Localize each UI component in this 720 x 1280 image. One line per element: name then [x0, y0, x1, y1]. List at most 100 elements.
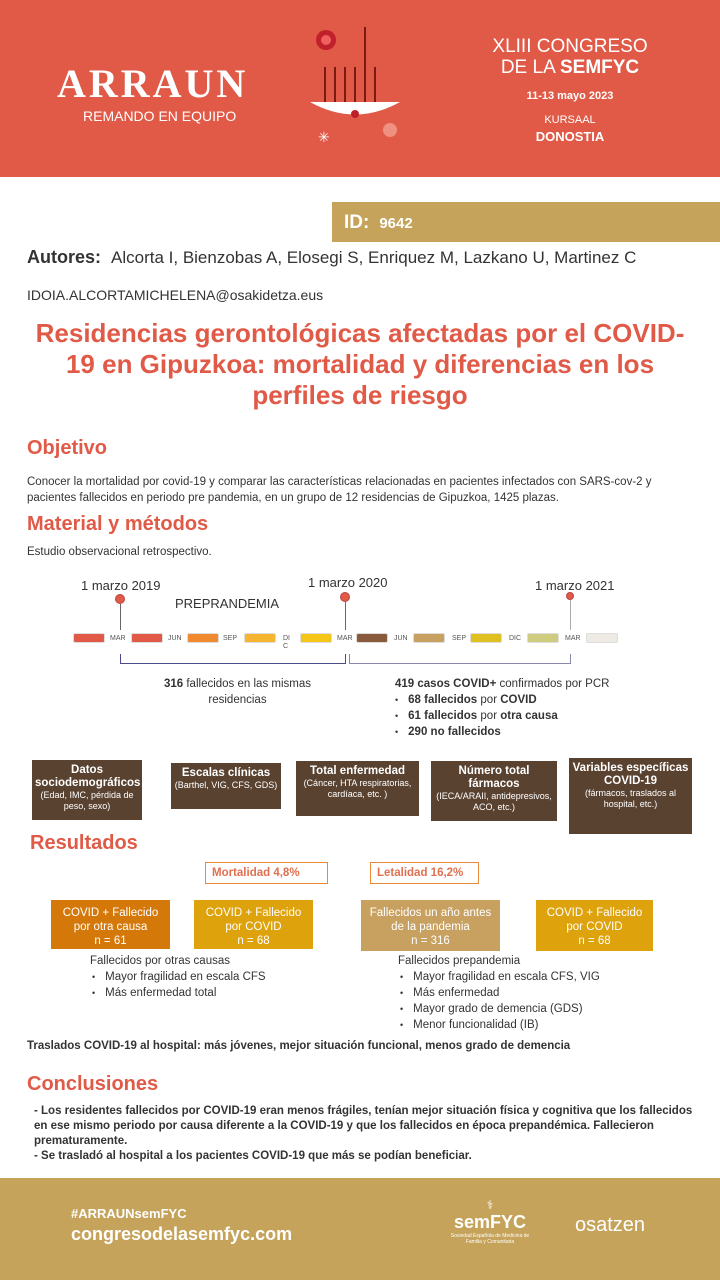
- covid-outcome-item: 290 no fallecidos: [395, 724, 610, 740]
- variable-title: Total enfermedad: [310, 765, 405, 777]
- left-findings-list: Mayor fragilidad en escala CFSMás enferm…: [90, 969, 265, 1001]
- timeline-segment: [244, 633, 276, 643]
- congress-dates: 11-13 mayo 2023: [526, 90, 614, 102]
- outcome-cause: otra causa: [500, 710, 558, 722]
- mortalidad-box: Mortalidad 4,8%: [205, 862, 328, 884]
- timeline-segment: [131, 633, 163, 643]
- covid-outcomes-list: 68 fallecidos por COVID61 fallecidos por…: [395, 692, 610, 740]
- covid-outcome-item: 68 fallecidos por COVID: [395, 692, 610, 708]
- timeline-marker: [566, 592, 574, 600]
- osatzen-logo: osatzen: [575, 1214, 646, 1236]
- timeline-month: MAR: [337, 635, 353, 642]
- result-box-line: COVID + Fallecido: [205, 907, 302, 919]
- right-findings-list: Mayor fragilidad en escala CFS, VIGMás e…: [398, 969, 600, 1033]
- letalidad-box: Letalidad 16,2%: [370, 862, 479, 884]
- result-box-n: n = 68: [578, 935, 611, 947]
- timeline-month: JUN: [168, 635, 182, 642]
- covid-outcome-item: 61 fallecidos por otra causa: [395, 708, 610, 724]
- logo-title: ARRAUN: [57, 61, 249, 106]
- result-box-line: por COVID: [225, 921, 282, 933]
- timeline-segment: [470, 633, 502, 643]
- variable-title: Escalas clínicas: [181, 767, 271, 779]
- covid-cases: 419 casos COVID+ confirmados por PCR 68 …: [395, 676, 610, 740]
- result-box-n: n = 61: [94, 935, 127, 947]
- objetivo-text: Conocer la mortalidad por covid-19 y com…: [27, 476, 652, 504]
- finding-item: Menor funcionalidad (IB): [398, 1017, 600, 1033]
- variable-box: Variables específicas COVID-19 (fármacos,…: [569, 758, 692, 834]
- result-box-line: Fallecidos un año antes: [369, 907, 492, 919]
- outcome-cause: COVID: [500, 694, 537, 706]
- timeline-stem: [570, 600, 571, 630]
- timeline-segment: [527, 633, 559, 643]
- variable-box: Datos sociodemográficos (Edad, IMC, pérdi…: [32, 760, 142, 820]
- timeline-month: DI C: [283, 635, 290, 650]
- conclusiones-heading: Conclusiones: [27, 1073, 159, 1095]
- outcome-text: por: [477, 710, 501, 722]
- objetivo-heading: Objetivo: [27, 437, 108, 459]
- website-link[interactable]: congresodelasemfyc.com: [71, 1224, 293, 1244]
- timeline-month: SEP: [223, 635, 238, 642]
- pandemic-bracket: [349, 654, 571, 664]
- outcome-text: por: [477, 694, 501, 706]
- prepandemic-deaths: 316 fallecidos en las mismas residencias: [145, 676, 330, 708]
- timeline-marker: [340, 592, 350, 602]
- preprandemia-label: PREPRANDEMIA: [175, 596, 280, 611]
- hashtag: #ARRAUNsemFYC: [71, 1206, 187, 1221]
- left-findings: Fallecidos por otras causas Mayor fragili…: [90, 953, 266, 1001]
- result-box: COVID + Fallecido por COVID n = 68: [194, 900, 313, 949]
- timeline-segment: [413, 633, 445, 643]
- right-findings: Fallecidos prepandemia Mayor fragilidad e…: [398, 953, 600, 1033]
- covid-cases-text: confirmados por PCR: [496, 678, 610, 690]
- timeline-date-2020: 1 marzo 2020: [308, 575, 388, 590]
- congress-info: XLIII CONGRESO DE LA SEMFYC 11-13 mayo 2…: [470, 36, 670, 144]
- result-box-line: por COVID: [566, 921, 623, 933]
- timeline-marker: [115, 594, 125, 604]
- header-banner: ARRAUN REMANDO EN EQUIPO ✳ XLIII CONGRES…: [0, 0, 720, 177]
- right-findings-heading: Fallecidos prepandemia: [398, 955, 521, 967]
- timeline-date-2021: 1 marzo 2021: [535, 578, 615, 593]
- resultados-heading: Resultados: [30, 832, 138, 854]
- variable-title: Variables específicas COVID-19: [572, 762, 689, 787]
- authors-label: Autores:: [27, 247, 102, 267]
- outcome-count: 290 no fallecidos: [408, 726, 501, 738]
- timeline-month: SEP: [452, 635, 467, 642]
- covid-cases-count: 419 casos COVID+: [395, 678, 497, 690]
- timeline-segment: [586, 633, 618, 643]
- finding-item: Más enfermedad: [398, 985, 600, 1001]
- conclusion-item: - Se trasladó al hospital a los paciente…: [34, 1150, 472, 1162]
- semfyc-emblem-icon: ⚕: [486, 1198, 494, 1212]
- metodos-heading: Material y métodos: [27, 513, 209, 535]
- authors: Autores: Alcorta I, Bienzobas A, Elosegi …: [27, 247, 636, 268]
- result-box: COVID + Fallecido por otra causa n = 61: [51, 900, 170, 949]
- variable-title: Número total fármacos: [458, 765, 530, 790]
- timeline-month: MAR: [565, 635, 581, 642]
- outcome-count: 61 fallecidos: [408, 710, 478, 722]
- variable-box: Total enfermedad (Cáncer, HTA respiratori…: [296, 761, 419, 816]
- prepandemic-bracket: [120, 654, 346, 664]
- left-findings-heading: Fallecidos por otras causas: [90, 955, 230, 967]
- variable-detail: (Cáncer, HTA respiratorias, cardíaca, et…: [303, 778, 412, 799]
- variable-detail: (IECA/ARAII, antidepresivos, ACO, etc.): [436, 791, 552, 812]
- result-box-line: de la pandemia: [391, 921, 470, 933]
- footer: #ARRAUNsemFYC congresodelasemfyc.com ⚕ s…: [0, 1178, 720, 1280]
- poster-title: Residencias gerontológicas afectadas por…: [35, 318, 685, 410]
- timeline-stem: [345, 602, 346, 630]
- variable-detail: (Edad, IMC, pérdida de peso, sexo): [40, 790, 134, 811]
- congress-venue: KURSAAL: [544, 114, 596, 126]
- result-box-line: por otra causa: [73, 921, 148, 933]
- id-value: 9642: [379, 215, 413, 232]
- conclusion-item: - Los residentes fallecidos por COVID-19…: [34, 1105, 693, 1147]
- id-label: ID:: [344, 212, 370, 233]
- timeline-segment: [356, 633, 388, 643]
- congress-city: DONOSTIA: [535, 129, 605, 144]
- finding-item: Mayor fragilidad en escala CFS: [90, 969, 265, 985]
- author-email: IDOIA.ALCORTAMICHELENA@osakidetza.eus: [27, 287, 324, 303]
- id-bar: ID: 9642: [332, 202, 720, 242]
- traslados-text: Traslados COVID-19 al hospital: más jóve…: [27, 1040, 571, 1052]
- result-box: Fallecidos un año antes de la pandemia n =…: [361, 900, 500, 951]
- result-box-n: n = 316: [411, 935, 450, 947]
- congress-line1: XLIII CONGRESO: [492, 36, 648, 57]
- congress-line2: DE LA: [500, 57, 560, 78]
- result-box-n: n = 68: [237, 935, 270, 947]
- timeline-month: MAR: [110, 635, 126, 642]
